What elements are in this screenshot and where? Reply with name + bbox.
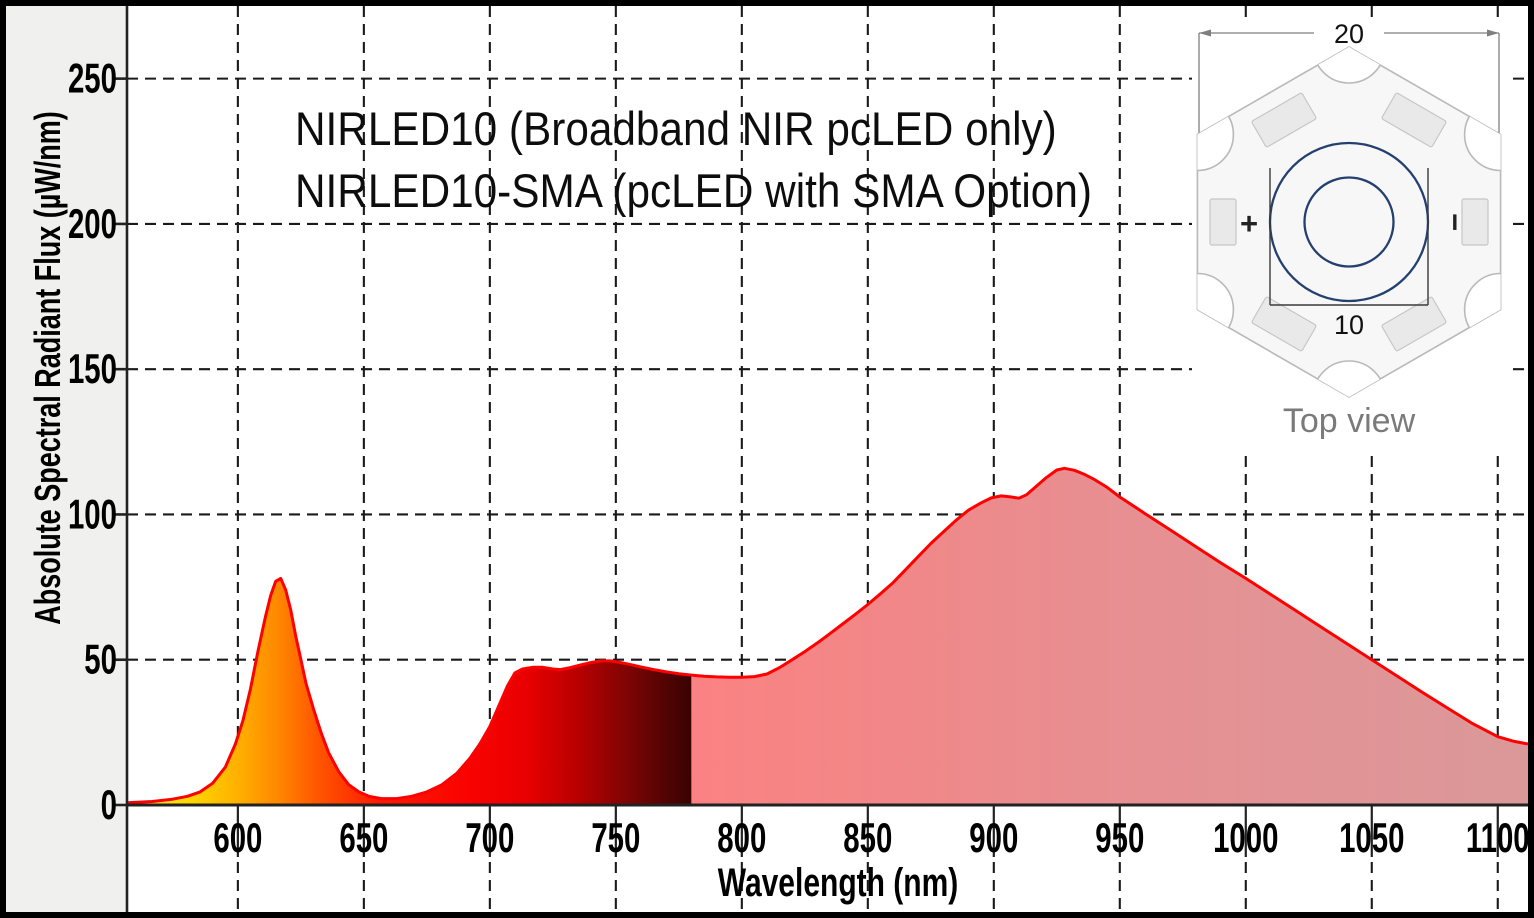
y-tick-label-250: 250 [68,54,117,102]
solder-pads [1209,92,1489,352]
y-tick-label-0: 0 [101,781,117,829]
positive-terminal-mark: + [1240,206,1258,241]
x-tick-label-1050: 1050 [1339,814,1404,862]
led-board-drawing: 20 [1196,19,1502,440]
x-tick-label-900: 900 [969,814,1018,862]
dim-emitter-label: 10 [1334,310,1364,340]
chart-title-line2: NIRLED10-SMA (pcLED with SMA Option) [295,164,1092,217]
spectrum-curve [126,466,1529,805]
negative-terminal-mark: − [1438,213,1473,231]
fill-nir-spectrum [691,468,1528,805]
x-tick-label-950: 950 [1095,814,1144,862]
axes [115,6,1528,912]
x-tick-label-650: 650 [339,814,388,862]
x-tick-label-800: 800 [717,814,766,862]
chart-title: NIRLED10 (Broadband NIR pcLED only) NIRL… [295,98,1180,222]
tick-labels: 600 650 700 750 800 850 900 950 1000 1050 1100 0 50 1… [68,54,1530,905]
fill-visible-spectrum [127,578,692,805]
x-tick-label-850: 850 [843,814,892,862]
y-tick-label-150: 150 [68,345,117,393]
y-axis-panel: Absolute Spectral Radiant Flux (µW/nm) [6,6,127,912]
x-tick-label-600: 600 [213,814,262,862]
x-tick-label-1100: 1100 [1466,814,1530,862]
inset-caption: Top view [1283,402,1416,440]
chart-title-line1: NIRLED10 (Broadband NIR pcLED only) [295,102,1057,155]
y-tick-label-100: 100 [68,490,117,538]
dim-width-label: 20 [1334,19,1364,49]
led-star-board-icon: + − [1196,46,1502,398]
y-tick-label-50: 50 [84,635,117,683]
x-tick-label-750: 750 [591,814,640,862]
dimension-10 [1269,168,1429,306]
x-tick-label-700: 700 [465,814,514,862]
led-top-view-inset: 20 [1192,18,1512,454]
y-tick-label-200: 200 [68,200,117,248]
x-axis-title: Wavelength (nm) [718,861,958,905]
x-tick-label-1000: 1000 [1213,814,1278,862]
